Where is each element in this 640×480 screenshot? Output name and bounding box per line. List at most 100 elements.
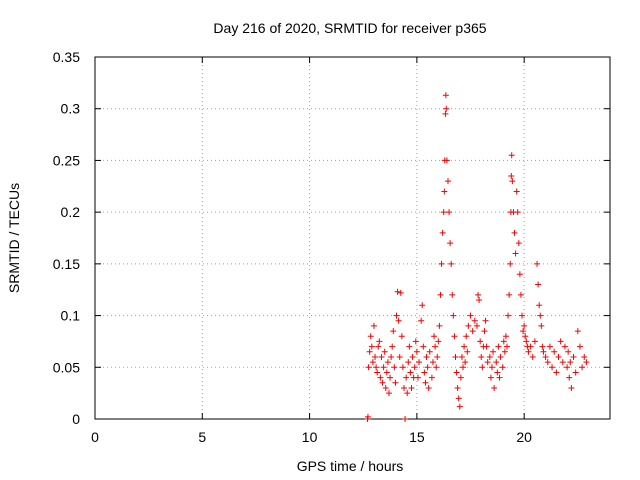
x-tick-label: 15 [409,429,425,445]
data-point [567,359,574,366]
data-point [374,369,381,376]
data-point [486,353,493,360]
data-point [495,343,502,350]
data-point [437,291,444,298]
data-point [475,291,482,298]
data-point [457,374,464,381]
data-point [561,343,568,350]
data-point [439,229,446,236]
data-point [449,291,456,298]
data-point [383,369,390,376]
x-tick-label: 5 [198,429,206,445]
data-point [442,92,449,99]
data-point [557,338,564,345]
data-point [490,348,497,355]
data-point [403,374,410,381]
data-point [423,353,430,360]
data-point [473,322,480,329]
data-point [394,288,401,295]
data-point [404,390,411,397]
y-tick-label: 0.2 [61,204,81,220]
data-point [399,364,406,371]
data-point [570,353,577,360]
data-point [435,338,442,345]
data-point [487,374,494,381]
data-point [391,364,398,371]
data-point [465,322,472,329]
data-point [535,281,542,288]
data-point [476,297,483,304]
data-point [450,312,457,319]
data-point [583,359,590,366]
data-point [402,416,409,422]
data-point [469,328,476,335]
data-point [385,390,392,397]
data-point [370,322,377,329]
data-point [368,343,375,350]
x-tick-labels: 0 5 10 15 20 [91,429,532,445]
data-point [431,333,438,340]
x-tick-label: 20 [516,429,532,445]
x-axis-label: GPS time / hours [297,458,404,474]
data-point [517,291,524,298]
data-point [539,343,546,350]
data-point [493,359,500,366]
axis-ticks [94,56,610,420]
data-point [522,333,529,340]
data-point [429,359,436,366]
data-point [519,312,526,319]
data-point [375,343,382,350]
data-point [536,302,543,309]
data-point [505,312,512,319]
y-tick-label: 0.1 [61,308,81,324]
data-point [464,348,471,355]
y-tick-label: 0.15 [53,256,80,272]
data-point [381,348,388,355]
data-point [504,343,510,350]
data-point [421,369,428,376]
data-point [405,359,412,366]
data-point [392,379,399,386]
y-tick-label: 0.05 [53,359,80,375]
data-point [509,178,516,185]
data-point [581,353,588,360]
data-point [453,369,460,376]
data-point [448,260,455,267]
data-point [471,317,478,324]
data-point [412,338,419,345]
data-point [367,333,374,340]
data-point [424,364,431,371]
data-point [497,353,504,360]
data-point [432,343,439,350]
data-point [398,333,405,340]
data-point [515,240,522,247]
data-point [564,364,571,371]
data-point [387,374,394,381]
data-point [452,353,459,360]
data-point [481,328,488,335]
data-point [461,343,468,350]
data-point [396,353,403,360]
data-point [553,369,560,376]
data-point [484,359,491,366]
data-point [372,353,379,360]
data-point [378,353,385,360]
data-point [443,105,450,112]
data-point [434,353,441,360]
data-point [458,353,465,360]
data-point [520,328,527,335]
data-point [479,364,486,371]
data-point [382,384,389,391]
y-axis-label: SRMTID / TECUs [6,183,22,293]
data-point [407,369,414,376]
data-point [555,353,562,360]
data-point [496,374,503,381]
data-point [572,369,579,376]
data-point [389,343,396,350]
data-point [456,403,463,410]
data-point [460,364,467,371]
data-point [436,322,443,329]
data-point [419,302,426,309]
data-point [462,359,469,366]
